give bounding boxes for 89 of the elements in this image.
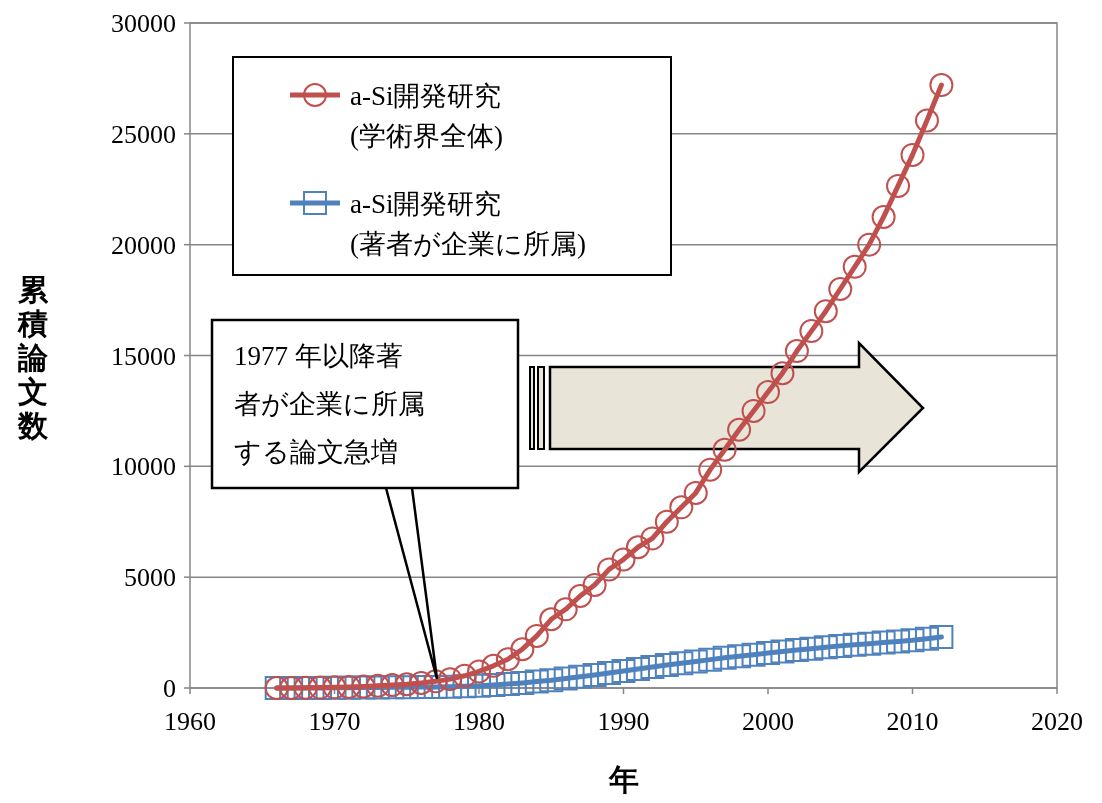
point — [741, 398, 766, 423]
x-tick-label: 2010 — [886, 707, 939, 736]
point — [510, 637, 535, 662]
point — [886, 173, 911, 198]
y-tick-label: 5000 — [124, 563, 176, 593]
point — [438, 667, 463, 692]
point — [669, 495, 694, 520]
y-tick-label: 15000 — [111, 341, 176, 371]
point — [784, 339, 809, 364]
point — [467, 659, 491, 684]
point — [597, 660, 622, 685]
point — [756, 640, 780, 665]
point — [813, 299, 838, 324]
point — [712, 645, 737, 670]
point — [582, 662, 607, 687]
point — [914, 626, 939, 651]
point — [698, 457, 723, 482]
x-tick-label: 1960 — [164, 707, 216, 736]
point — [611, 547, 636, 572]
point — [799, 319, 824, 344]
point — [770, 639, 795, 664]
point — [900, 142, 925, 167]
point — [495, 672, 520, 697]
point — [727, 644, 752, 669]
point — [741, 642, 766, 667]
point — [539, 668, 564, 693]
point — [828, 633, 853, 658]
annotation: 1977 年以降著者が企業に所属する論文急増 — [234, 341, 425, 467]
point — [914, 108, 939, 133]
point — [828, 277, 853, 301]
point — [625, 535, 650, 560]
x-tick-label: 2020 — [1031, 707, 1083, 736]
point — [813, 635, 838, 660]
y-tick-label: 20000 — [111, 230, 176, 260]
point — [683, 480, 708, 505]
point — [640, 654, 665, 679]
point — [495, 647, 520, 672]
point — [842, 254, 867, 279]
point — [683, 649, 708, 674]
point — [770, 361, 795, 386]
point — [929, 625, 954, 650]
point — [698, 647, 723, 672]
point — [597, 557, 622, 582]
point — [654, 509, 679, 534]
x-axis-title: 年 — [607, 763, 639, 796]
point — [625, 656, 650, 681]
point — [611, 658, 636, 683]
point — [510, 670, 535, 695]
x-tick-label: 1970 — [308, 707, 361, 736]
point — [886, 629, 911, 654]
point — [553, 597, 578, 622]
point — [481, 653, 506, 678]
point — [481, 672, 506, 697]
point — [842, 632, 867, 657]
point — [727, 417, 752, 442]
point — [669, 651, 694, 676]
legend-label: a-Si開発研究(学術界全体) — [350, 81, 503, 151]
point — [799, 636, 824, 661]
y-tick-label: 0 — [163, 674, 176, 703]
point — [568, 584, 593, 609]
y-tick-label: 30000 — [111, 9, 176, 38]
y-axis-title: 累積論文数 — [17, 273, 49, 442]
point — [452, 663, 477, 688]
callout: 1977 年以降著者が企業に所属する論文急増 — [210, 318, 520, 681]
x-tick-label: 2000 — [742, 707, 794, 736]
point — [539, 607, 564, 632]
point — [640, 526, 665, 551]
point — [712, 437, 737, 462]
point — [423, 669, 448, 694]
point — [784, 638, 809, 663]
point — [929, 73, 954, 98]
point — [582, 572, 607, 597]
point — [900, 628, 925, 653]
x-tick-label: 1980 — [453, 707, 505, 736]
point — [524, 669, 549, 694]
point — [756, 380, 780, 405]
point — [857, 232, 882, 257]
x-tick-label: 1990 — [597, 707, 650, 736]
point — [654, 652, 679, 677]
point — [524, 623, 549, 648]
y-tick-label: 25000 — [111, 119, 176, 149]
point — [553, 666, 578, 691]
point — [568, 664, 593, 689]
y-tick-label: 10000 — [111, 452, 176, 482]
point — [857, 631, 882, 656]
point — [871, 204, 896, 229]
point — [409, 670, 434, 695]
point — [871, 630, 896, 655]
legend-label: a-Si開発研究(著者が企業に所属) — [350, 189, 586, 259]
